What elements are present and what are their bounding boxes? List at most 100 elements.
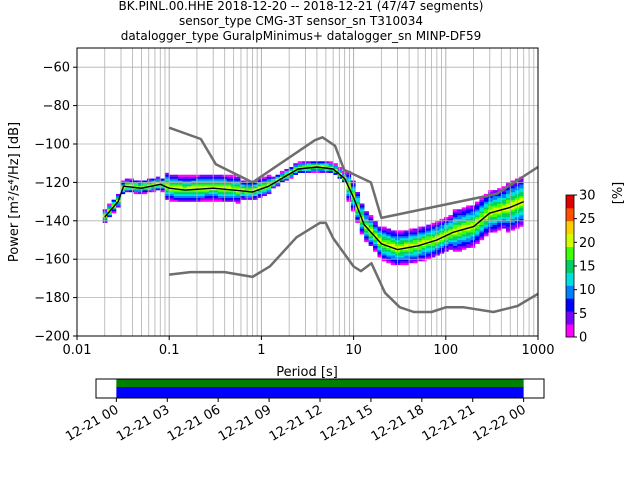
heatmap-cell [474, 232, 480, 235]
heatmap-cell [474, 213, 480, 216]
heatmap-cell [474, 238, 480, 241]
heatmap-cell [505, 218, 511, 221]
heatmap-cell [497, 222, 502, 225]
heatmap-cell [505, 205, 511, 208]
heatmap-cell [377, 243, 383, 246]
heatmap-cell [505, 230, 511, 233]
heatmap-cell [457, 222, 462, 225]
heatmap-cell [474, 216, 480, 220]
heatmap-cell [426, 255, 431, 258]
heatmap-cell [373, 240, 378, 243]
heatmap-cell [138, 182, 143, 185]
heatmap-cell [404, 249, 409, 252]
heatmap-cell [293, 165, 298, 168]
heatmap-cell [160, 178, 166, 181]
heatmap-cell [488, 203, 493, 206]
heatmap-cell [107, 205, 112, 208]
heatmap-cell [474, 240, 480, 243]
heatmap-cell [124, 180, 130, 183]
heatmap-cell [368, 241, 374, 245]
heatmap-cell [310, 170, 316, 173]
heatmap-cell [173, 182, 179, 185]
heatmap-cell [262, 182, 267, 185]
heatmap-cell [364, 220, 369, 223]
heatmap-cell [470, 207, 476, 210]
heatmap-cell [262, 184, 267, 187]
heatmap-cell [479, 238, 485, 241]
heatmap-cell [421, 259, 427, 262]
heatmap-cell [492, 201, 498, 204]
heatmap-cell [257, 184, 263, 187]
heatmap-cell [457, 247, 462, 250]
heatmap-cell [421, 230, 427, 233]
heatmap-cell [448, 241, 454, 245]
heatmap-cell [248, 193, 254, 197]
heatmap-cell [421, 257, 427, 260]
heatmap-cell [404, 255, 409, 258]
heatmap-cell [466, 213, 471, 216]
heatmap-cell [386, 243, 392, 246]
heatmap-cell [510, 180, 516, 183]
heatmap-cell [386, 249, 392, 252]
heatmap-cell [364, 234, 369, 237]
heatmap-cell [124, 182, 130, 185]
heatmap-cell [124, 188, 130, 191]
heatmap-cell [182, 186, 188, 189]
heatmap-cell [461, 215, 467, 218]
heatmap-cell [461, 232, 467, 235]
heatmap-cell [430, 222, 436, 225]
heatmap-cell [505, 226, 511, 229]
heatmap-cell [328, 168, 334, 172]
heatmap-cell [107, 209, 112, 212]
heatmap-cell [275, 176, 281, 179]
heatmap-cell [510, 201, 516, 204]
heatmap-cell [377, 251, 383, 254]
heatmap-cell [306, 165, 312, 168]
heatmap-cell [488, 226, 493, 229]
heatmap-cell [284, 172, 290, 175]
heatmap-cell [182, 190, 188, 193]
heatmap-cell [408, 257, 414, 260]
heatmap-cell [373, 224, 378, 227]
heatmap-cell [483, 226, 489, 229]
heatmap-cell [359, 209, 365, 212]
heatmap-cell [200, 180, 205, 183]
heatmap-cell [381, 234, 387, 237]
heatmap-cell [297, 168, 303, 172]
heatmap-cell [435, 226, 440, 229]
heatmap-cell [497, 201, 502, 204]
heatmap-cell [470, 218, 476, 221]
heatmap-cell [262, 178, 267, 181]
heatmap-cell [492, 218, 498, 221]
heatmap-cell [381, 241, 387, 245]
heatmap-cell [169, 195, 174, 198]
heatmap-cell [448, 247, 454, 250]
heatmap-cell [412, 240, 418, 243]
heatmap-cell [213, 184, 219, 187]
heatmap-cell [412, 241, 418, 245]
heatmap-cell [337, 176, 343, 179]
heatmap-cell [501, 213, 507, 216]
heatmap-cell [129, 178, 135, 181]
heatmap-cell [209, 197, 214, 200]
heatmap-cell [488, 195, 493, 198]
heatmap-cell [443, 226, 449, 229]
heatmap-cell [346, 190, 352, 193]
heatmap-cell [284, 168, 290, 172]
heatmap-cell [368, 240, 374, 243]
heatmap-cell [448, 222, 454, 225]
heatmap-cell [435, 220, 440, 223]
heatmap-cell [200, 192, 205, 195]
x-axis-ticks: 0.01 0.1 1 10 100 1000 [63, 336, 555, 358]
heatmap-cell [133, 182, 139, 185]
heatmap-cell [381, 228, 387, 231]
heatmap-cell [430, 241, 436, 245]
heatmap-cell [377, 234, 383, 237]
heatmap-cell [217, 176, 223, 179]
time-tick-label: 12-21 18 [369, 402, 427, 444]
x-tick-label: 1000 [521, 343, 554, 358]
colorbar-segment [566, 298, 574, 312]
heatmap-cell [164, 190, 170, 193]
heatmap-cell [426, 236, 431, 239]
